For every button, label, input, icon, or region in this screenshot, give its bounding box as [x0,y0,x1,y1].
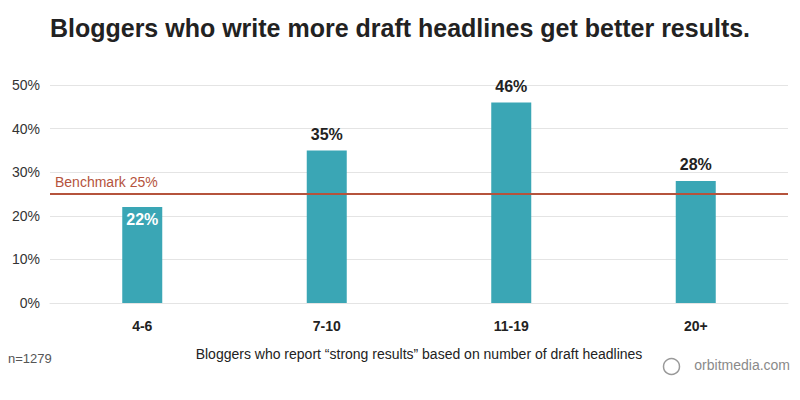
svg-text:30%: 30% [12,164,40,180]
svg-text:10%: 10% [12,251,40,267]
svg-text:28%: 28% [680,156,712,173]
svg-text:40%: 40% [12,121,40,137]
svg-text:Bloggers who report “strong re: Bloggers who report “strong results” bas… [196,346,643,362]
svg-text:n=1279: n=1279 [8,351,52,366]
svg-text:20%: 20% [12,208,40,224]
svg-text:46%: 46% [495,78,527,95]
svg-text:7-10: 7-10 [313,318,341,334]
svg-text:Benchmark 25%: Benchmark 25% [55,174,158,190]
svg-text:50%: 50% [12,77,40,93]
svg-text:orbitmedia.com: orbitmedia.com [694,357,790,373]
svg-text:4-6: 4-6 [132,318,152,334]
svg-text:20+: 20+ [684,318,708,334]
svg-text:Bloggers who write more draft: Bloggers who write more draft headlines … [50,14,750,42]
svg-text:35%: 35% [311,126,343,143]
svg-text:0%: 0% [20,295,40,311]
svg-text:11-19: 11-19 [494,318,529,334]
svg-text:22%: 22% [126,211,158,228]
